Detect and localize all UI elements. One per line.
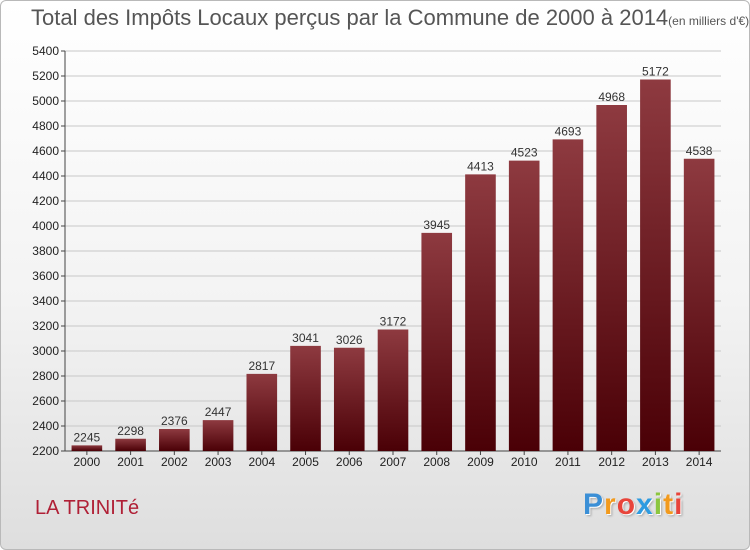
chart-title-text: Total des Impôts Locaux perçus par la Co… [31, 5, 669, 30]
bar [333, 347, 365, 451]
bar-value-label: 4523 [511, 146, 538, 160]
y-tick-label: 4400 [32, 169, 59, 183]
logo-letter: i [674, 488, 684, 521]
y-tick-label: 2800 [32, 369, 59, 383]
bar-value-label: 2817 [248, 359, 275, 373]
bar-value-label: 2298 [117, 424, 144, 438]
bar-value-label: 4693 [555, 124, 582, 138]
logo-letter: o [616, 488, 637, 521]
bar-value-label: 2376 [161, 414, 188, 428]
x-tick-label: 2008 [423, 455, 450, 469]
bar-value-label: 3945 [423, 218, 450, 232]
bar-value-label: 2447 [205, 405, 232, 419]
bar [465, 174, 496, 451]
y-tick-label: 2400 [32, 419, 59, 433]
y-tick-label: 3400 [32, 294, 59, 308]
x-tick-label: 2004 [248, 455, 275, 469]
logo-letter: i [653, 488, 664, 521]
y-tick-label: 3600 [32, 269, 59, 283]
bar [71, 445, 103, 451]
bar [421, 232, 453, 451]
chart-title: Total des Impôts Locaux perçus par la Co… [31, 5, 749, 31]
x-tick-label: 2000 [74, 455, 101, 469]
bar [596, 105, 627, 451]
y-tick-label: 3200 [32, 319, 59, 333]
bar-value-label: 3026 [336, 333, 363, 347]
unit-note: (en milliers d'€) [668, 14, 750, 28]
bar-value-label: 2245 [74, 430, 101, 444]
proxiti-logo: Proxiti [583, 488, 683, 522]
commune-name: LA TRINITé [35, 497, 140, 519]
bar-value-label: 4413 [467, 159, 494, 173]
y-tick-label: 3000 [32, 344, 59, 358]
bar [246, 373, 278, 451]
x-tick-label: 2009 [467, 455, 494, 469]
y-tick-label: 4800 [32, 119, 59, 133]
y-tick-label: 4200 [32, 194, 59, 208]
x-tick-label: 2012 [598, 455, 625, 469]
bar [552, 139, 584, 451]
bar [640, 79, 671, 451]
bar-value-label: 3172 [380, 315, 407, 329]
x-tick-label: 2013 [642, 455, 669, 469]
x-tick-label: 2014 [686, 455, 713, 469]
bar-value-label: 4538 [686, 144, 713, 158]
x-tick-label: 2010 [511, 455, 538, 469]
y-tick-label: 3800 [32, 244, 59, 258]
x-tick-label: 2003 [205, 455, 232, 469]
y-tick-label: 2600 [32, 394, 59, 408]
bar-value-label: 3041 [292, 331, 319, 345]
bar [202, 420, 234, 451]
x-tick-label: 2007 [380, 455, 407, 469]
bar [683, 158, 715, 451]
y-tick-label: 2200 [32, 444, 59, 458]
x-tick-label: 2006 [336, 455, 363, 469]
logo-letter: P [583, 488, 605, 521]
y-tick-label: 4600 [32, 144, 59, 158]
y-tick-label: 5000 [32, 94, 59, 108]
x-tick-label: 2011 [555, 455, 581, 469]
bar [159, 429, 190, 451]
y-tick-label: 5400 [32, 44, 59, 58]
y-tick-label: 5200 [32, 69, 59, 83]
y-tick-label: 4000 [32, 219, 59, 233]
bar [115, 438, 146, 451]
bar [290, 345, 321, 451]
x-tick-label: 2002 [161, 455, 188, 469]
bar-value-label: 5172 [642, 65, 669, 79]
bar [377, 329, 409, 451]
logo-letter: t [663, 488, 675, 521]
logo-letter: r [604, 488, 617, 521]
x-tick-label: 2001 [117, 455, 144, 469]
logo-letter: x [636, 488, 654, 521]
bar [508, 160, 540, 451]
x-tick-label: 2005 [292, 455, 319, 469]
bar-value-label: 4968 [598, 90, 625, 104]
